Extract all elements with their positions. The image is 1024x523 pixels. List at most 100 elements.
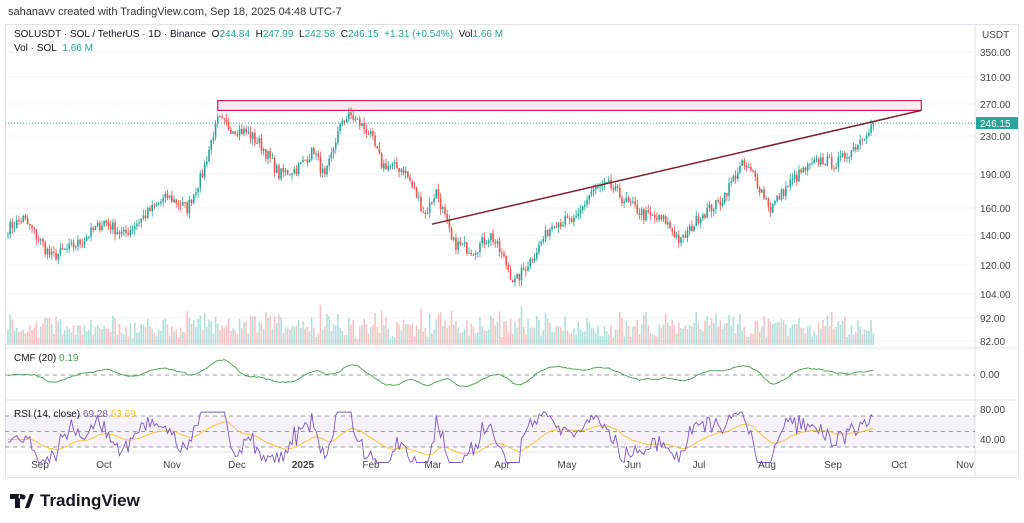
candle-body <box>369 131 372 135</box>
candle-body <box>739 165 741 173</box>
volume-bar <box>459 333 462 345</box>
candle-body <box>765 198 767 200</box>
chart-frame <box>5 24 1019 478</box>
volume-bar <box>48 317 51 345</box>
candle-body <box>758 187 761 193</box>
volume-bar <box>238 319 241 345</box>
volume-bar <box>127 336 129 345</box>
candle-body <box>9 221 11 235</box>
volume-bar <box>806 326 809 345</box>
volume-bar <box>118 323 121 345</box>
candle-body <box>479 243 481 252</box>
volume-bar <box>188 318 191 345</box>
volume-bar <box>337 313 339 345</box>
candle-body <box>190 199 193 203</box>
volume-bar <box>490 315 492 345</box>
volume-bar <box>828 325 831 345</box>
volume-bar <box>380 310 383 345</box>
volume-bar <box>743 326 746 345</box>
volume-bar <box>367 333 370 345</box>
candle-body <box>286 170 289 175</box>
candle-body <box>638 213 641 215</box>
volume-bar <box>216 323 219 345</box>
volume-bar <box>697 322 700 345</box>
candle-body <box>77 239 79 247</box>
candle-body <box>787 186 789 188</box>
time-tick: 2025 <box>292 460 315 471</box>
volume-bar <box>411 323 414 345</box>
candle-body <box>667 222 669 225</box>
volume-bar <box>765 337 767 345</box>
candle-body <box>118 232 121 234</box>
volume-bar <box>682 328 684 345</box>
volume-bar <box>123 334 125 345</box>
candle-body <box>704 214 706 218</box>
volume-bar <box>426 336 429 345</box>
volume-bar <box>328 316 330 345</box>
volume-bar <box>758 331 761 345</box>
candle-body <box>374 135 376 147</box>
candle-body <box>129 229 132 235</box>
volume-bar <box>116 334 119 345</box>
volume-bar <box>79 325 81 345</box>
volume-bar <box>629 336 632 345</box>
resistance-zone <box>217 100 922 111</box>
candle-body <box>365 128 368 134</box>
volume-bar <box>59 319 62 345</box>
candle-body <box>219 116 221 118</box>
volume-bar <box>529 328 532 345</box>
volume-bar <box>221 325 223 345</box>
candle-body <box>317 153 320 157</box>
candle-body <box>859 139 861 145</box>
volume-bar <box>151 328 154 345</box>
volume-bar <box>11 319 14 345</box>
candle-body <box>717 200 719 202</box>
volume-bar <box>223 327 226 345</box>
volume-bar <box>769 321 772 345</box>
volume-bar <box>771 323 774 345</box>
volume-bar <box>55 316 57 345</box>
candle-body <box>560 222 562 227</box>
candle-body <box>109 225 112 230</box>
candle-body <box>72 242 75 248</box>
candle-body <box>804 167 807 171</box>
candle-body <box>750 167 752 170</box>
volume-bar <box>702 331 704 345</box>
candle-body <box>304 159 306 161</box>
candle-body <box>407 171 409 178</box>
volume-bar <box>166 324 169 345</box>
candle-body <box>70 242 73 244</box>
volume-bar <box>352 319 355 345</box>
candle-body <box>275 165 278 173</box>
candle-body <box>81 244 84 246</box>
rsi-line <box>7 411 874 465</box>
volume-bar <box>267 317 269 345</box>
candle-body <box>424 212 427 215</box>
candle-body <box>101 225 103 231</box>
candle-body <box>280 168 282 179</box>
volume-bar <box>507 333 510 345</box>
candle-body <box>863 138 866 140</box>
volume-bar <box>857 320 859 345</box>
candle-body <box>640 209 643 215</box>
volume-bar <box>592 328 595 345</box>
volume-bar <box>767 318 770 345</box>
volume-bar <box>850 325 853 345</box>
candle-body <box>85 237 88 241</box>
symbol-name[interactable]: SOLUSDT · SOL / TetherUS · 1D · Binance <box>14 29 207 40</box>
volume-bar <box>280 317 282 345</box>
high-value: 247.99 <box>262 29 294 40</box>
volume-bar <box>225 325 228 345</box>
candle-body <box>490 233 492 241</box>
volume-bar <box>693 322 695 345</box>
candle-body <box>112 222 114 230</box>
candle-body <box>114 222 116 235</box>
volume-bar <box>586 317 588 345</box>
volume-bar <box>164 318 167 345</box>
volume-bar <box>741 330 743 345</box>
volume-bar <box>182 331 184 345</box>
volume-bar <box>334 325 337 345</box>
tradingview-logo[interactable]: TradingView <box>10 491 140 511</box>
volume-value: 1.66 M <box>472 29 504 40</box>
